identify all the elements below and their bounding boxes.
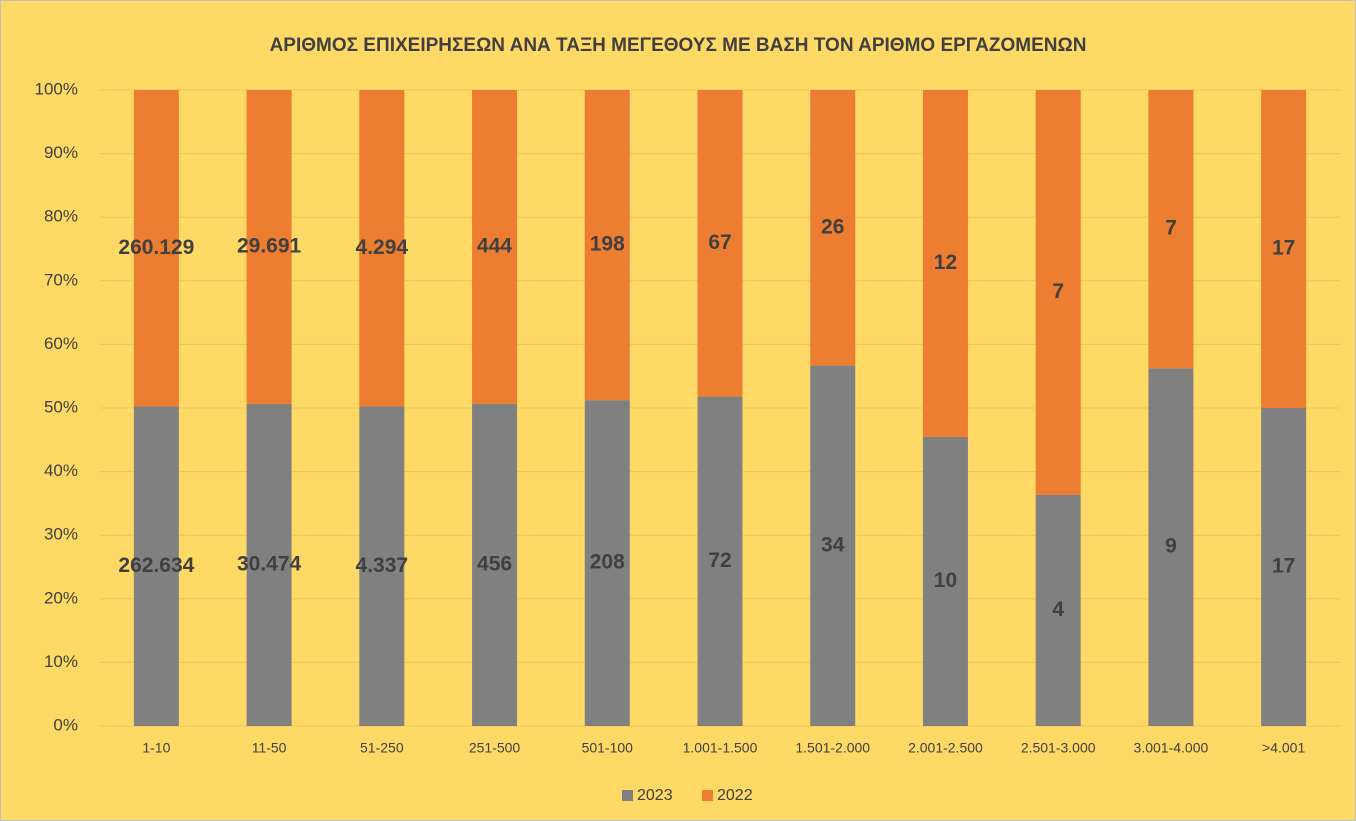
y-tick-label: 70% (44, 270, 78, 289)
x-tick-label: 2.001-2.500 (908, 740, 983, 756)
legend-label: 2022 (717, 787, 753, 804)
y-tick-label: 100% (35, 79, 78, 98)
data-label: 7 (1052, 280, 1064, 303)
data-label: 17 (1272, 237, 1295, 260)
data-label: 17 (1272, 555, 1295, 578)
data-label: 72 (708, 549, 731, 572)
y-tick-label: 80% (44, 207, 78, 226)
data-label: 7 (1165, 217, 1177, 240)
bar-segment (359, 90, 405, 407)
y-tick-label: 0% (53, 715, 78, 734)
data-label: 456 (477, 552, 512, 575)
bar-segment (697, 396, 743, 726)
bar-segment (1261, 408, 1307, 726)
data-label: 4 (1052, 598, 1064, 621)
bar-segment (133, 90, 179, 407)
legend-swatch (702, 790, 713, 801)
x-tick-label: 51-250 (360, 740, 404, 756)
data-label: 208 (590, 551, 625, 574)
data-label: 26 (821, 215, 844, 238)
bar-segment (133, 406, 179, 726)
legend-label: 2023 (637, 787, 673, 804)
bar-segment (1035, 494, 1081, 726)
y-tick-label: 10% (44, 652, 78, 671)
data-label: 30.474 (237, 552, 302, 575)
bar-segment (246, 403, 292, 726)
bar-segment (584, 400, 630, 726)
data-label: 262.634 (118, 554, 194, 577)
bar-segment (359, 406, 405, 726)
data-label: 29.691 (237, 234, 302, 257)
data-label: 260.129 (118, 236, 194, 259)
y-tick-label: 20% (44, 588, 78, 607)
data-label: 34 (821, 533, 845, 556)
y-tick-label: 90% (44, 143, 78, 162)
data-label: 67 (708, 231, 731, 254)
data-label: 198 (590, 233, 625, 256)
bar-segment (1035, 90, 1081, 495)
legend-swatch (622, 790, 633, 801)
bar-segment (810, 365, 856, 726)
x-tick-label: 2.501-3.000 (1021, 740, 1096, 756)
y-tick-label: 40% (44, 461, 78, 480)
bar-segment (1148, 368, 1194, 726)
bar-segment (922, 436, 968, 726)
bar-segment (472, 403, 518, 726)
y-tick-label: 30% (44, 525, 78, 544)
chart-title: ΑΡΙΘΜΟΣ ΕΠΙΧΕΙΡΗΣΕΩΝ ΑΝΑ ΤΑΞΗ ΜΕΓΕΘΟΥΣ Μ… (270, 35, 1087, 56)
bar-segment (810, 90, 856, 366)
data-label: 444 (477, 234, 512, 257)
bar-segment (697, 90, 743, 397)
y-tick-label: 50% (44, 397, 78, 416)
bar-segment (472, 90, 518, 404)
x-tick-label: 11-50 (252, 740, 287, 756)
x-tick-label: 3.001-4.000 (1134, 740, 1209, 756)
data-label: 4.294 (356, 236, 409, 259)
bar-segment (922, 90, 968, 437)
data-label: 9 (1165, 535, 1177, 558)
x-tick-label: 251-500 (469, 740, 521, 756)
y-tick-label: 60% (44, 334, 78, 353)
bar-segment (584, 90, 630, 401)
data-label: 12 (934, 251, 957, 274)
x-tick-label: 501-100 (582, 740, 634, 756)
x-tick-label: >4.001 (1262, 740, 1305, 756)
x-tick-label: 1.001-1.500 (683, 740, 758, 756)
data-label: 10 (934, 569, 957, 592)
data-label: 4.337 (356, 554, 409, 577)
bar-segment (1148, 90, 1194, 369)
bar-segment (246, 90, 292, 404)
x-tick-label: 1.501-2.000 (795, 740, 870, 756)
x-tick-label: 1-10 (142, 740, 170, 756)
bar-segment (1261, 90, 1307, 408)
